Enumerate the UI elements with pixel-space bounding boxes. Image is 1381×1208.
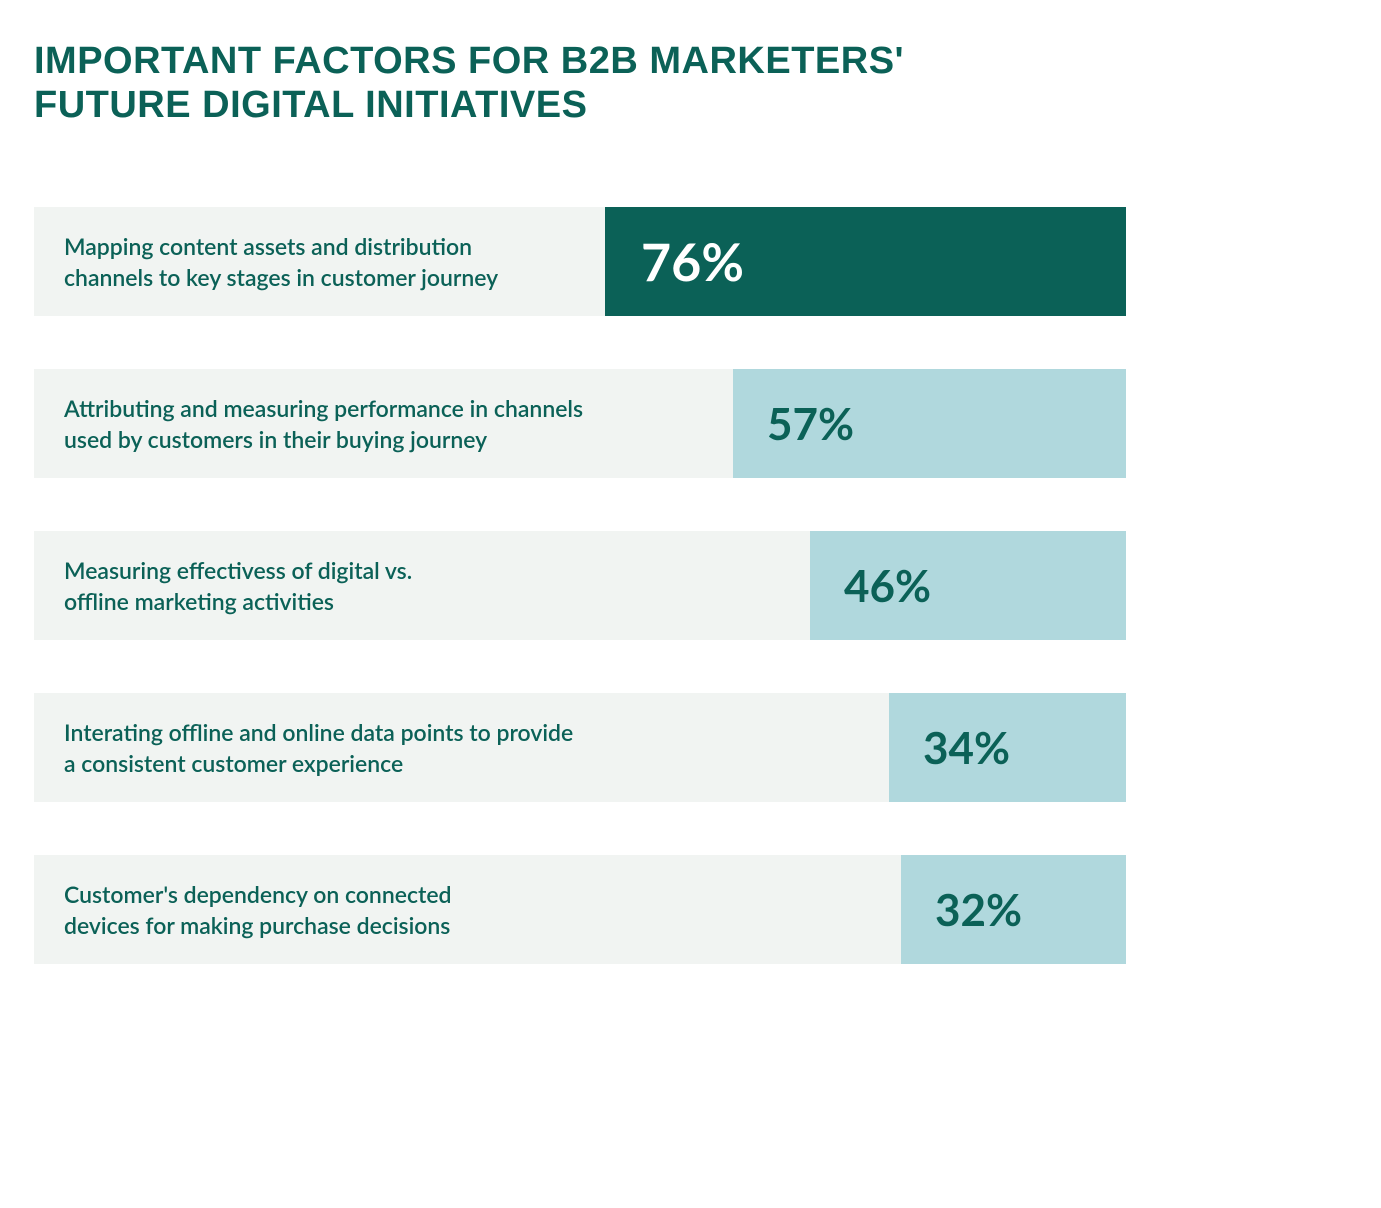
title-line1: IMPORTANT FACTORS FOR B2B MARKETERS' (34, 40, 904, 82)
bar-label-line2: used by customers in their buying journe… (64, 424, 713, 455)
bar-label-line2: devices for making purchase decisions (64, 910, 881, 941)
bar-label-line1: Mapping content assets and distribution (64, 231, 585, 262)
bar-label-line1: Interating offline and online data point… (64, 717, 869, 748)
chart-title: IMPORTANT FACTORS FOR B2B MARKETERS' FUT… (34, 40, 1347, 127)
bar-label-line1: Customer's dependency on connected (64, 879, 881, 910)
bar-value: 57% (767, 398, 854, 450)
bar-row: Mapping content assets and distributionc… (34, 207, 1126, 316)
bar-label-line1: Measuring effectivess of digital vs. (64, 555, 790, 586)
bar-value: 76% (641, 231, 744, 293)
bar-label-line2: offline marketing activities (64, 586, 790, 617)
bar-value-box: 76% (605, 207, 1126, 316)
bar-value-box: 46% (810, 531, 1126, 640)
bar-value: 32% (935, 884, 1022, 936)
bar-label-line2: channels to key stages in customer journ… (64, 262, 585, 293)
bar-label-line1: Attributing and measuring performance in… (64, 393, 713, 424)
bar-chart: Mapping content assets and distributionc… (34, 207, 1126, 964)
bar-row: Customer's dependency on connecteddevice… (34, 855, 1126, 964)
bar-label-box: Interating offline and online data point… (34, 693, 889, 802)
bar-label-box: Attributing and measuring performance in… (34, 369, 733, 478)
bar-label-box: Measuring effectivess of digital vs.offl… (34, 531, 810, 640)
bar-label-box: Customer's dependency on connecteddevice… (34, 855, 901, 964)
bar-label-box: Mapping content assets and distributionc… (34, 207, 605, 316)
bar-row: Interating offline and online data point… (34, 693, 1126, 802)
bar-value: 34% (923, 722, 1010, 774)
bar-row: Attributing and measuring performance in… (34, 369, 1126, 478)
bar-value-box: 57% (733, 369, 1126, 478)
bar-value-box: 32% (901, 855, 1126, 964)
bar-label-line2: a consistent customer experience (64, 748, 869, 779)
bar-value-box: 34% (889, 693, 1126, 802)
bar-row: Measuring effectivess of digital vs.offl… (34, 531, 1126, 640)
bar-value: 46% (844, 560, 931, 612)
title-line2: FUTURE DIGITAL INITIATIVES (34, 84, 587, 126)
